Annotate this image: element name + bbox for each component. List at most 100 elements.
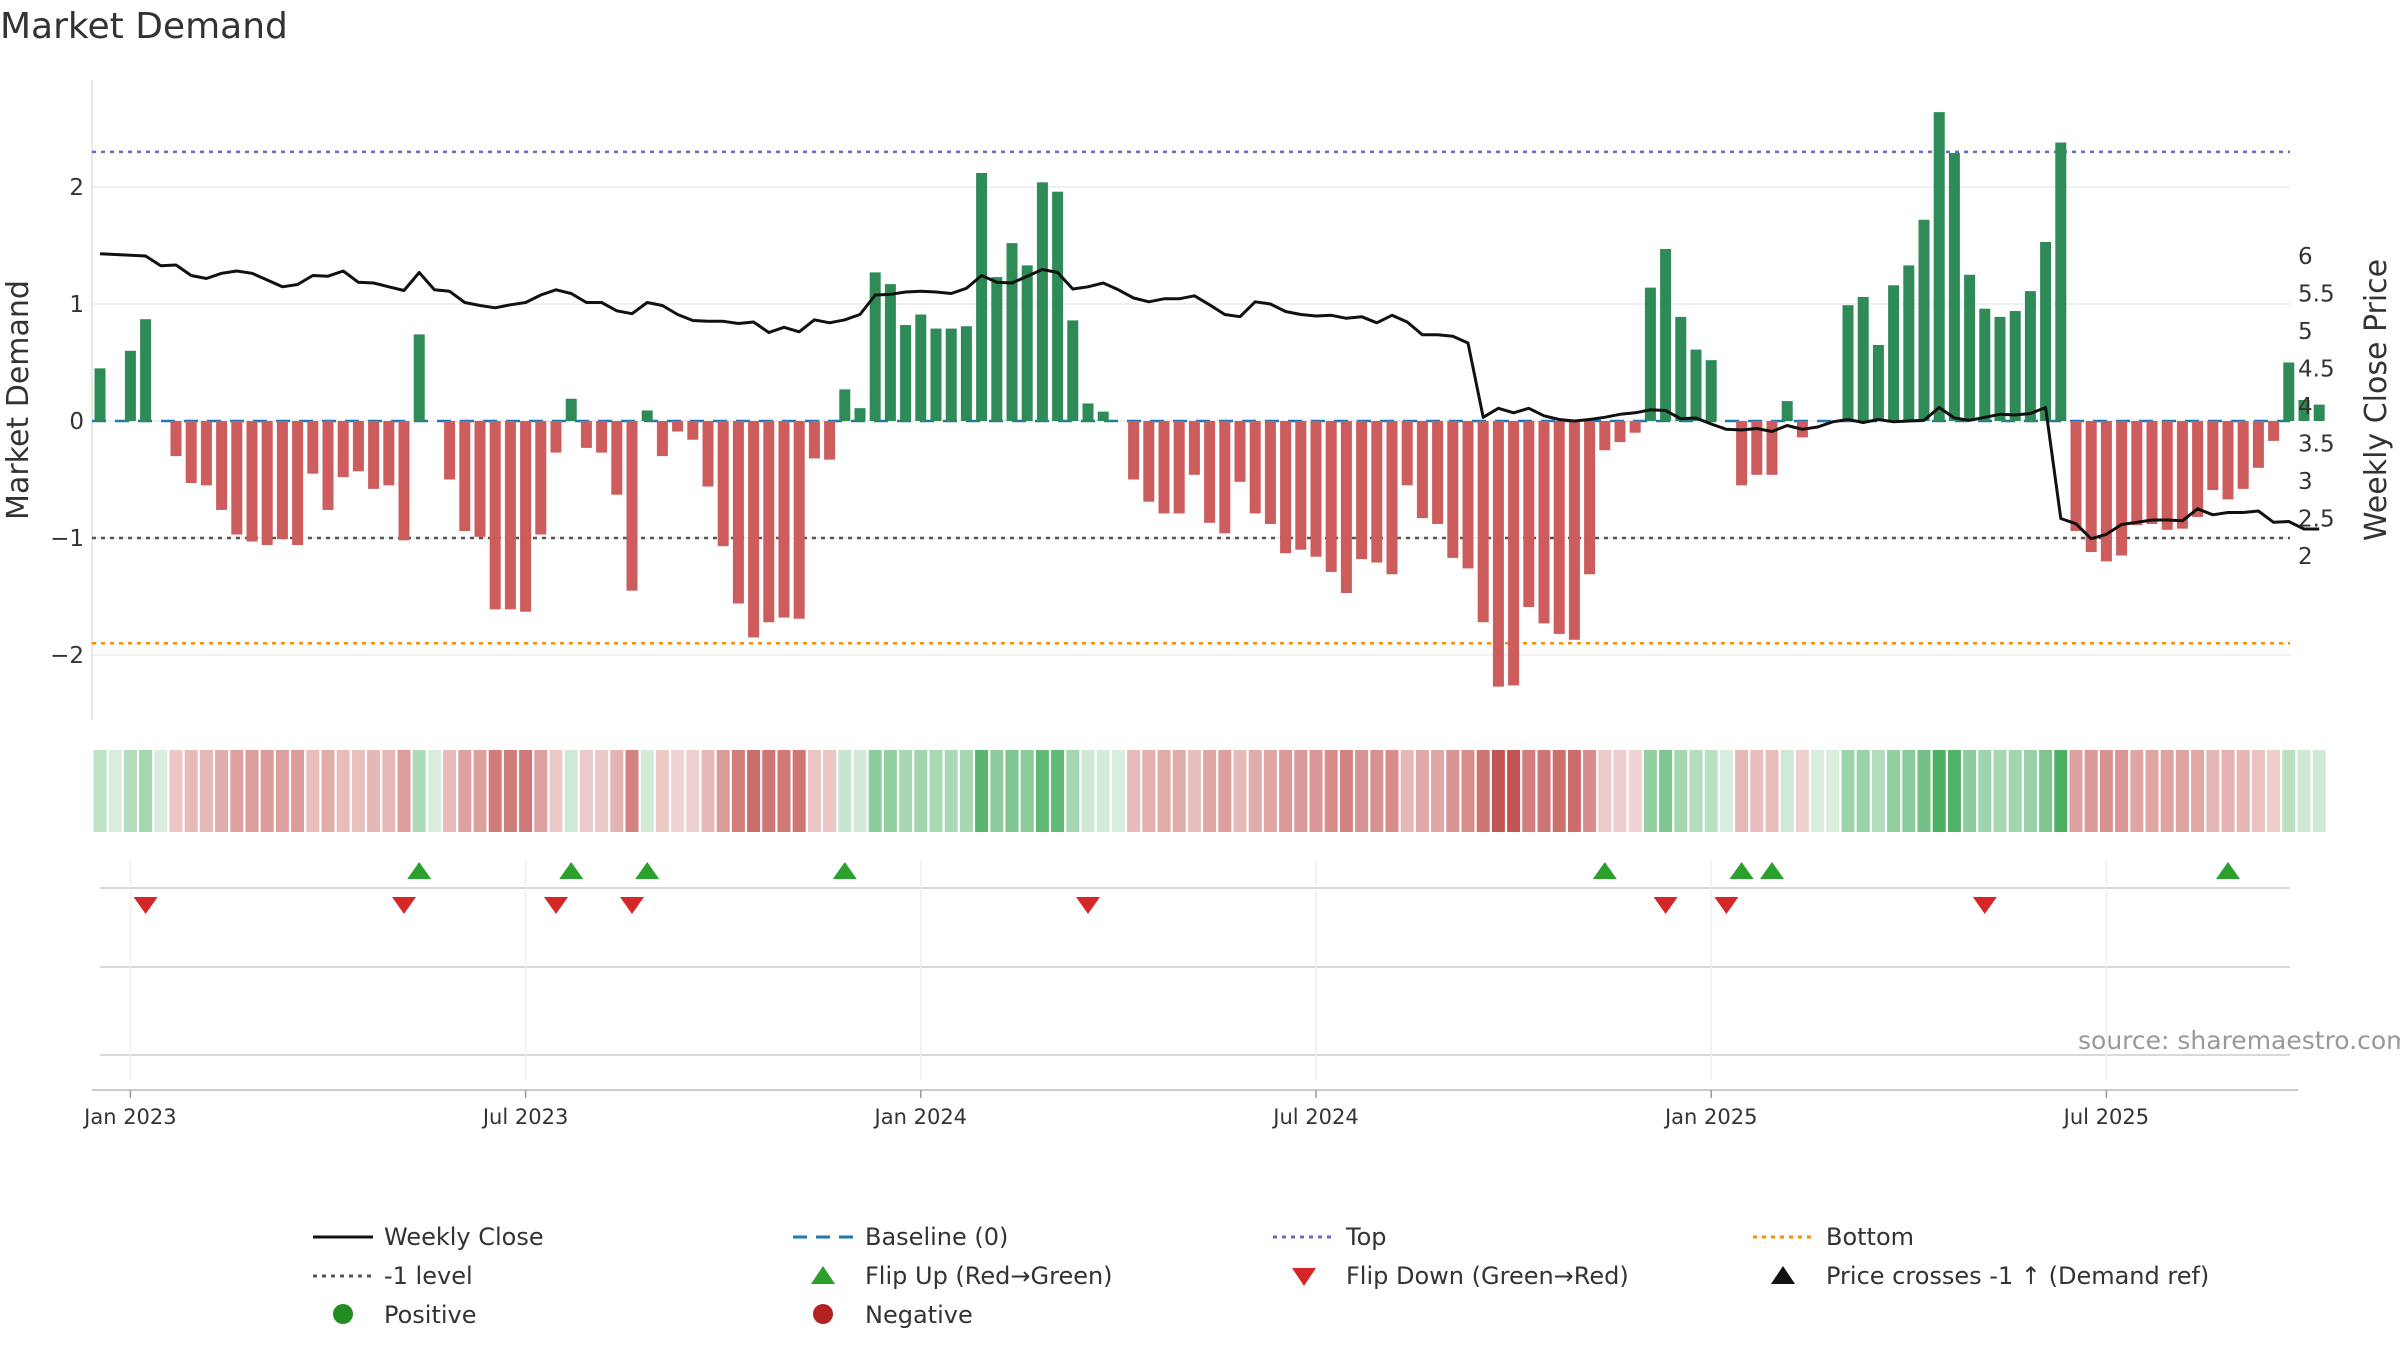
heat-cell bbox=[762, 750, 776, 832]
heat-cell bbox=[944, 750, 958, 832]
demand-bar bbox=[611, 421, 623, 495]
demand-bar bbox=[1036, 182, 1048, 421]
demand-bar bbox=[1660, 249, 1672, 421]
heat-cell bbox=[154, 750, 168, 832]
heat-cell bbox=[2206, 750, 2220, 832]
heat-cell bbox=[215, 750, 229, 832]
heat-cell bbox=[2023, 750, 2037, 832]
flip-up-marker bbox=[1760, 862, 1784, 879]
demand-bar bbox=[1644, 287, 1656, 421]
heat-cell bbox=[1248, 750, 1262, 832]
demand-bar bbox=[1249, 421, 1261, 514]
demand-bar bbox=[2040, 241, 2052, 421]
demand-bar bbox=[778, 421, 790, 618]
heat-cell bbox=[883, 750, 897, 832]
y-tick-label: 0 bbox=[69, 409, 84, 435]
demand-bar bbox=[368, 421, 380, 489]
heat-cell bbox=[473, 750, 487, 832]
heat-cell bbox=[2221, 750, 2235, 832]
demand-bar bbox=[2085, 421, 2097, 553]
heat-cell bbox=[367, 750, 381, 832]
heat-cell bbox=[2312, 750, 2326, 832]
chart-title: Market Demand bbox=[0, 6, 288, 47]
heat-cell bbox=[1142, 750, 1156, 832]
heat-cell bbox=[275, 750, 289, 832]
heat-cell bbox=[1552, 750, 1566, 832]
demand-bar bbox=[413, 334, 425, 421]
heat-cell bbox=[1765, 750, 1779, 832]
demand-bar bbox=[687, 421, 699, 440]
legend: Weekly Close Baseline (0) Top Bottom -1 … bbox=[313, 1223, 2209, 1329]
demand-bar bbox=[352, 421, 364, 472]
heat-cell bbox=[1993, 750, 2007, 832]
legend-item-weekly-close: Weekly Close bbox=[313, 1223, 544, 1251]
demand-bar bbox=[276, 421, 288, 540]
demand-bar bbox=[2283, 362, 2295, 421]
demand-bar bbox=[824, 421, 836, 460]
demand-bar bbox=[1280, 421, 1292, 554]
y2-tick-label: 5 bbox=[2298, 319, 2313, 345]
x-tick-label: Jul 2025 bbox=[2062, 1105, 2149, 1129]
heat-cell bbox=[2039, 750, 2053, 832]
demand-bar bbox=[504, 421, 516, 610]
demand-bar bbox=[1006, 243, 1018, 421]
heat-cell bbox=[1522, 750, 1536, 832]
demand-bar bbox=[1401, 421, 1413, 486]
heat-cell bbox=[959, 750, 973, 832]
demand-bar bbox=[869, 272, 881, 421]
demand-bar bbox=[2192, 421, 2204, 517]
heat-cell bbox=[1871, 750, 1885, 832]
heat-cell bbox=[1613, 750, 1627, 832]
heat-cell bbox=[792, 750, 806, 832]
flip-up-marker bbox=[2216, 862, 2240, 879]
heat-cell bbox=[123, 750, 137, 832]
x-tick-label: Jan 2023 bbox=[82, 1105, 177, 1129]
demand-bar bbox=[2055, 142, 2067, 422]
legend-item-flip-up: Flip Up (Red→Green) bbox=[811, 1262, 1113, 1290]
y2-tick-label: 2.5 bbox=[2298, 507, 2335, 533]
heat-cell bbox=[1491, 750, 1505, 832]
demand-heat-strip bbox=[93, 750, 2326, 832]
flip-up-marker bbox=[559, 862, 584, 879]
demand-bar bbox=[991, 277, 1003, 421]
demand-bar bbox=[900, 325, 912, 421]
heat-cell bbox=[184, 750, 198, 832]
demand-bar bbox=[1432, 421, 1444, 524]
demand-bar bbox=[672, 421, 684, 432]
heat-cell bbox=[2236, 750, 2250, 832]
legend-label-flip-up: Flip Up (Red→Green) bbox=[865, 1262, 1113, 1290]
heat-cell bbox=[716, 750, 730, 832]
legend-label-minus-one: -1 level bbox=[384, 1262, 473, 1290]
demand-bar bbox=[2131, 421, 2143, 526]
heat-cell bbox=[701, 750, 715, 832]
demand-bar bbox=[2298, 399, 2310, 421]
demand-bar bbox=[1781, 401, 1793, 421]
demand-bar bbox=[292, 421, 304, 546]
demand-bar bbox=[1310, 421, 1322, 557]
heat-cell bbox=[1035, 750, 1049, 832]
heat-cell bbox=[382, 750, 396, 832]
demand-bar bbox=[231, 421, 243, 535]
heat-cell bbox=[1127, 750, 1141, 832]
y-tick-label: 1 bbox=[69, 292, 84, 318]
demand-bar bbox=[1599, 421, 1611, 451]
heat-cell bbox=[1263, 750, 1277, 832]
flip-down-icon bbox=[1292, 1268, 1316, 1286]
legend-label-flip-down: Flip Down (Green→Red) bbox=[1346, 1262, 1629, 1290]
demand-bar bbox=[1325, 421, 1337, 572]
heat-cell bbox=[1324, 750, 1338, 832]
heat-cell bbox=[1719, 750, 1733, 832]
heat-cell bbox=[108, 750, 122, 832]
flip-down-marker bbox=[1714, 897, 1739, 914]
demand-bar bbox=[2222, 421, 2234, 500]
demand-bar bbox=[474, 421, 486, 537]
heat-cell bbox=[1841, 750, 1855, 832]
heat-cell bbox=[929, 750, 943, 832]
flip-down-marker bbox=[133, 897, 158, 914]
demand-bar bbox=[124, 350, 136, 421]
heat-cell bbox=[1826, 750, 1840, 832]
demand-bar bbox=[1188, 421, 1200, 475]
heat-cell bbox=[1567, 750, 1581, 832]
heat-cell bbox=[321, 750, 335, 832]
demand-bar bbox=[2070, 421, 2082, 531]
